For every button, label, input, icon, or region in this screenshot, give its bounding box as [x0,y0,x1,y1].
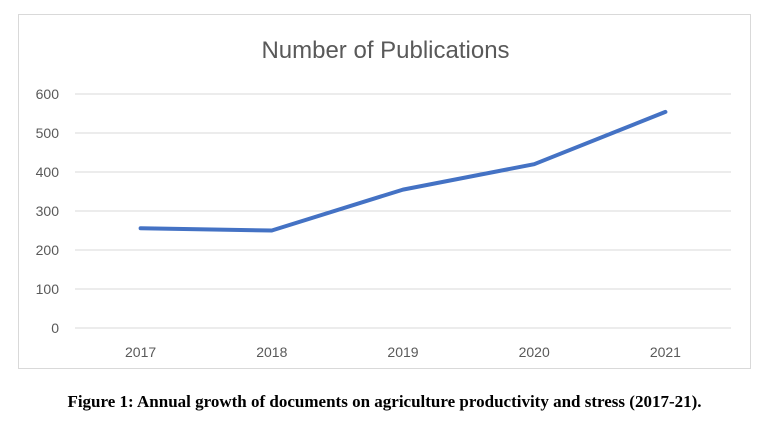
y-tick-label: 600 [36,86,60,102]
x-tick-label: 2017 [125,344,156,360]
y-tick-label: 300 [36,203,60,219]
y-tick-label: 500 [36,125,60,141]
y-tick-label: 0 [51,320,59,336]
x-tick-label: 2019 [387,344,418,360]
series-line-0 [138,109,668,233]
y-tick-label: 200 [36,242,60,258]
y-tick-label: 100 [36,281,60,297]
y-tick-labels: 0 100 200 300 400 500 600 [36,86,60,336]
x-tick-labels: 2017 2018 2019 2020 2021 [125,344,681,360]
gridlines [75,93,731,329]
x-tick-label: 2020 [519,344,550,360]
x-tick-label: 2021 [650,344,681,360]
chart-title: Number of Publications [261,37,510,64]
chart-frame: Number of Publications 0 100 200 300 400 500 6… [18,14,751,369]
x-tick-label: 2018 [256,344,287,360]
figure-caption: Figure 1: Annual growth of documents on … [67,392,702,411]
series-lines [138,109,668,233]
y-tick-label: 400 [36,164,60,180]
chart-plot: 0 100 200 300 400 500 600 2017 2018 2019 2020 2021 [36,86,731,360]
